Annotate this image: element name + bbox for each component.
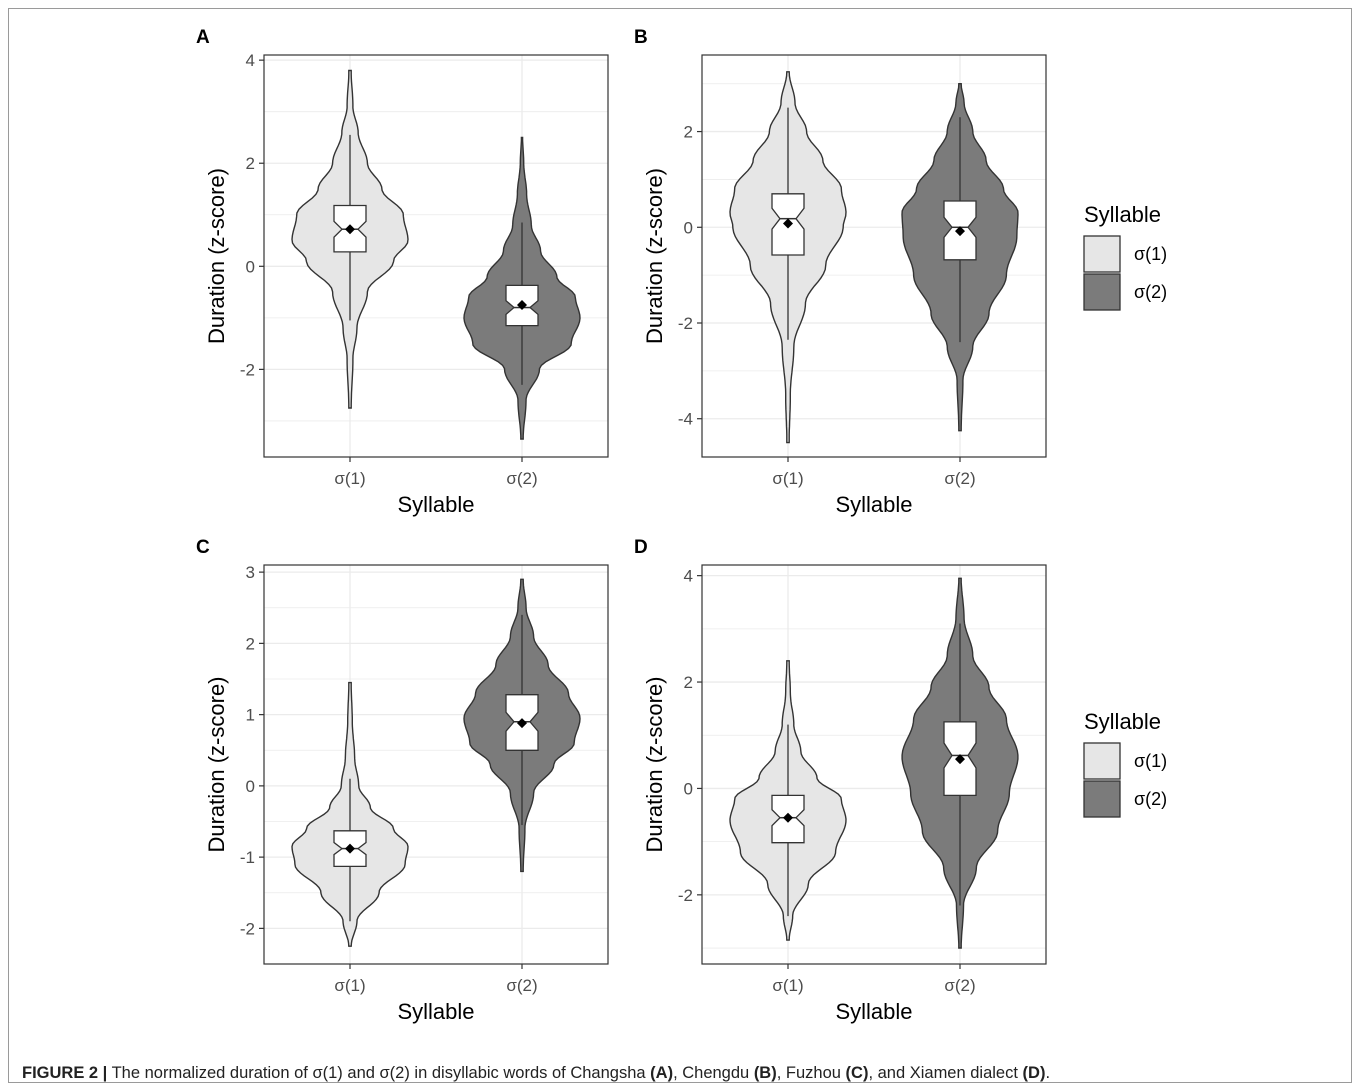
caption-text-3: , Fuzhou: [776, 1064, 841, 1082]
caption-text-1: The normalized duration of σ(1) and σ(2)…: [111, 1064, 646, 1082]
figure-frame: [8, 8, 1352, 1083]
panel-tag: B: [634, 27, 648, 48]
mean-marker: [345, 843, 355, 854]
y-tick-label: -2: [678, 886, 693, 905]
caption-text-5: .: [1045, 1064, 1051, 1082]
x-tick-label: σ(2): [506, 469, 537, 488]
violin-plot-figure: -2 0 2 4 σ(1) σ(2) Syllable Duration (z-score) A…: [196, 27, 1167, 1024]
y-tick-label: 2: [684, 123, 693, 142]
y-tick-label: 2: [246, 634, 255, 653]
x-axis-title: Syllable: [835, 999, 912, 1024]
mean-marker: [517, 299, 527, 310]
panel-d: -2 0 2 4 σ(1) σ(2) Syllable Duration (z-score) D: [634, 537, 1047, 1024]
mean-marker: [955, 226, 965, 237]
legend-label: σ(2): [1134, 282, 1167, 302]
mean-marker: [955, 754, 965, 765]
y-tick-label: -2: [240, 360, 255, 379]
y-tick-label: 1: [246, 706, 255, 725]
panel-tag: A: [196, 27, 210, 48]
panel-border: [263, 564, 609, 965]
panel-border: [701, 54, 1047, 458]
caption-ref-a: (A): [650, 1064, 674, 1082]
legend-title: Syllable: [1084, 202, 1161, 227]
legend-key: [1083, 780, 1121, 818]
caption-ref-b: (B): [753, 1064, 777, 1082]
caption-text-2: , Chengdu: [673, 1064, 750, 1082]
mean-marker: [517, 718, 527, 729]
y-tick-label: 2: [684, 673, 693, 692]
caption-text-4: , and Xiamen dialect: [868, 1064, 1018, 1082]
panel-tag: C: [196, 537, 210, 558]
mean-marker: [345, 224, 355, 235]
y-tick-label: -2: [240, 919, 255, 938]
y-axis-title: Duration (z-score): [204, 168, 229, 344]
y-tick-label: 0: [246, 257, 255, 276]
x-tick-label: σ(1): [334, 469, 365, 488]
x-axis-title: Syllable: [397, 492, 474, 517]
panel-a: -2 0 2 4 σ(1) σ(2) Syllable Duration (z-score) A: [196, 27, 609, 517]
y-tick-label: -4: [678, 410, 693, 429]
panel-border: [263, 54, 609, 458]
y-tick-label: 2: [246, 154, 255, 173]
x-tick-label: σ(2): [506, 976, 537, 995]
mean-marker: [783, 812, 793, 823]
x-tick-label: σ(1): [772, 976, 803, 995]
panel-c: -2 -1 0 1 2 3 σ(1) σ(2) Syllable Duration (z-scor…: [196, 537, 609, 1024]
caption-ref-d: (D): [1022, 1064, 1046, 1082]
mean-marker: [783, 218, 793, 229]
y-axis-title: Duration (z-score): [204, 676, 229, 852]
y-axis-title: Duration (z-score): [642, 676, 667, 852]
x-tick-label: σ(1): [772, 469, 803, 488]
legend-2: Syllable σ(1) σ(2): [1083, 709, 1167, 818]
x-axis-title: Syllable: [397, 999, 474, 1024]
y-tick-label: -1: [240, 848, 255, 867]
caption-ref-c: (C): [845, 1064, 869, 1082]
plot-area: [264, 565, 608, 964]
y-tick-label: 3: [246, 563, 255, 582]
y-tick-label: 0: [246, 777, 255, 796]
figure-caption: FIGURE 2 | The normalized duration of σ(…: [22, 1064, 1050, 1083]
legend-key: [1083, 742, 1121, 780]
legend-label: σ(2): [1134, 789, 1167, 809]
x-tick-label: σ(2): [944, 976, 975, 995]
legend-label: σ(1): [1134, 244, 1167, 264]
panel-b: -4 -2 0 2 σ(1) σ(2) Syllable Duration (z-score)…: [634, 27, 1047, 517]
x-tick-label: σ(2): [944, 469, 975, 488]
y-tick-label: 0: [684, 218, 693, 237]
legend-label: σ(1): [1134, 751, 1167, 771]
y-tick-label: 4: [246, 51, 255, 70]
y-tick-label: -2: [678, 314, 693, 333]
y-tick-label: 0: [684, 779, 693, 798]
y-axis-title: Duration (z-score): [642, 168, 667, 344]
legend-title: Syllable: [1084, 709, 1161, 734]
legend-1: Syllable σ(1) σ(2): [1083, 202, 1167, 311]
x-axis-title: Syllable: [835, 492, 912, 517]
panel-tag: D: [634, 537, 648, 558]
x-tick-label: σ(1): [334, 976, 365, 995]
legend-key: [1083, 273, 1121, 311]
panel-border: [701, 564, 1047, 965]
legend-key: [1083, 235, 1121, 273]
y-tick-label: 4: [684, 567, 693, 586]
caption-label: FIGURE 2 |: [22, 1064, 108, 1082]
